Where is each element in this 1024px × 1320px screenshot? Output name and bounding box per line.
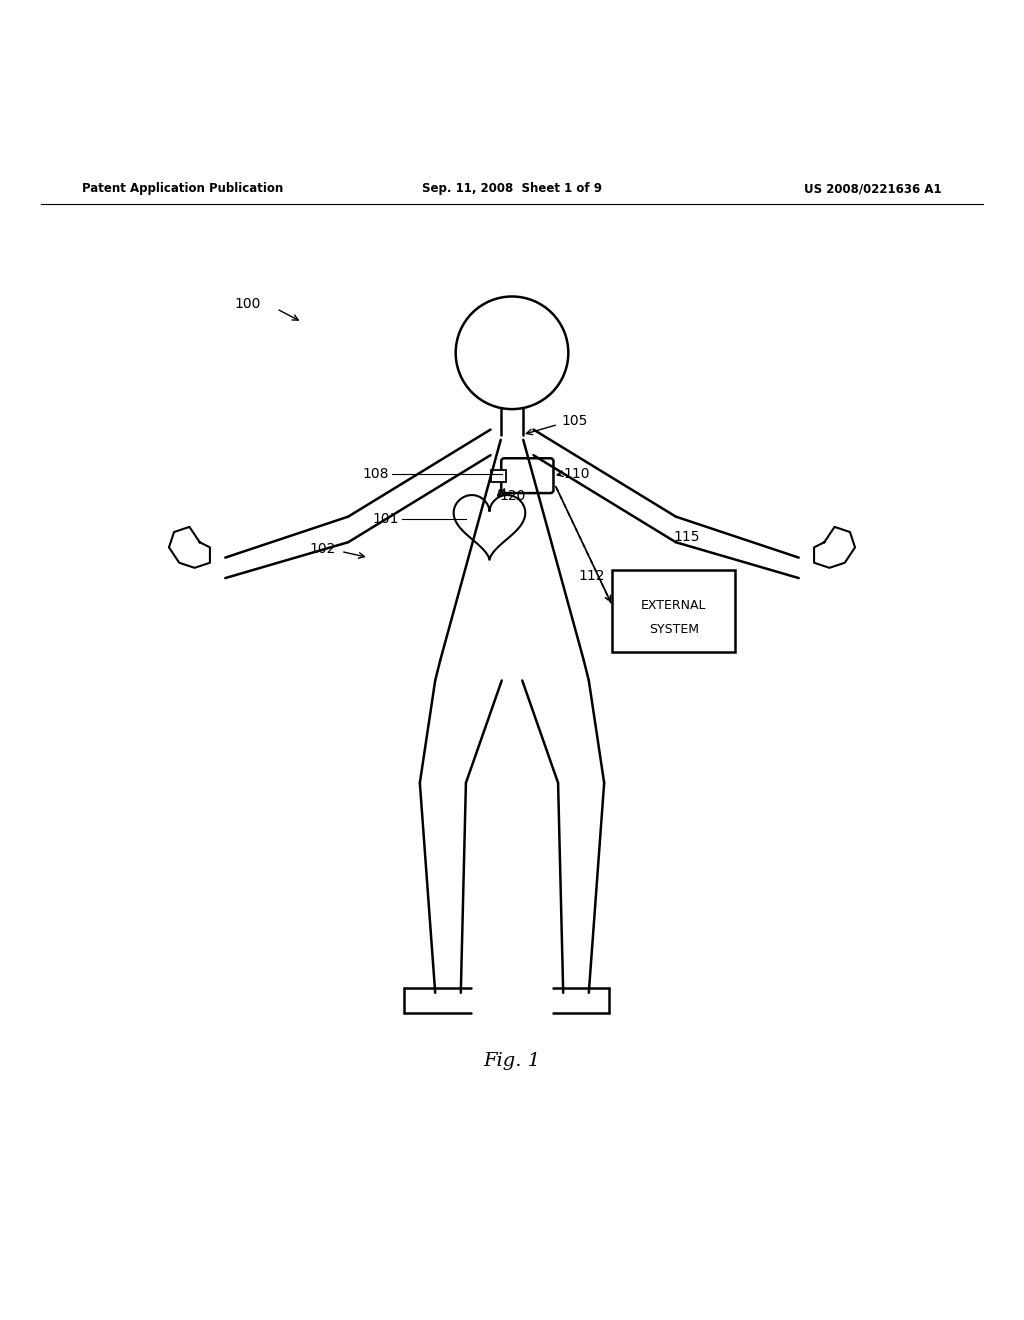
Text: Patent Application Publication: Patent Application Publication — [82, 182, 284, 195]
Text: 101: 101 — [373, 512, 399, 525]
Text: 105: 105 — [561, 414, 588, 429]
Text: EXTERNAL: EXTERNAL — [641, 599, 707, 612]
Text: SYSTEM: SYSTEM — [649, 623, 698, 636]
Text: 120: 120 — [500, 490, 526, 503]
Text: Fig. 1: Fig. 1 — [483, 1052, 541, 1071]
Text: 115: 115 — [674, 531, 700, 544]
FancyBboxPatch shape — [612, 570, 735, 652]
Text: 112: 112 — [579, 569, 605, 583]
Text: Sep. 11, 2008  Sheet 1 of 9: Sep. 11, 2008 Sheet 1 of 9 — [422, 182, 602, 195]
Text: 100: 100 — [234, 297, 261, 310]
Text: 108: 108 — [362, 467, 389, 480]
Text: 110: 110 — [563, 467, 590, 480]
Text: US 2008/0221636 A1: US 2008/0221636 A1 — [805, 182, 942, 195]
FancyBboxPatch shape — [492, 470, 506, 482]
FancyBboxPatch shape — [502, 458, 553, 494]
Text: 102: 102 — [309, 543, 336, 557]
